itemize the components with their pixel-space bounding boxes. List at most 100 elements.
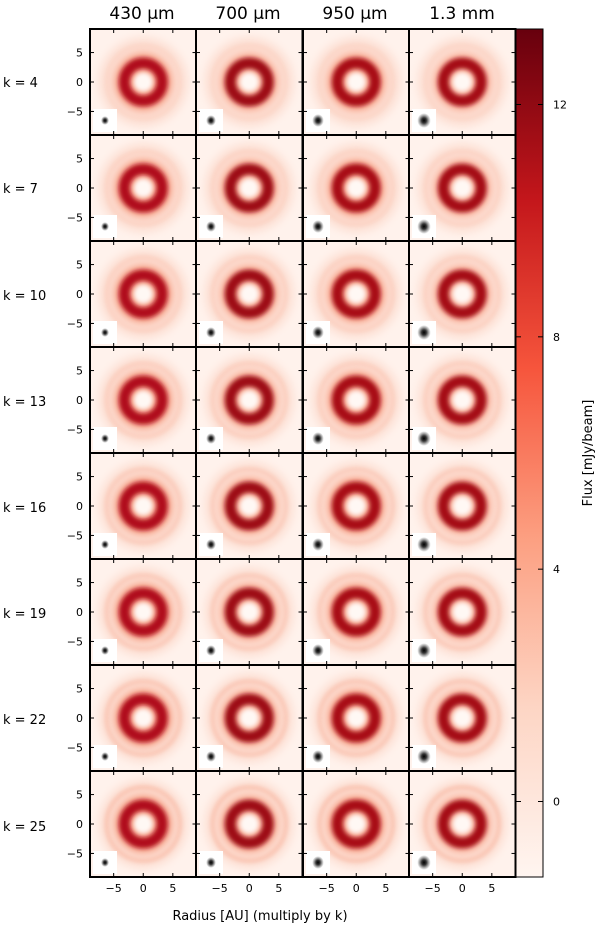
ring-center [452,708,472,728]
panel: 5 0 −5 [67,558,198,666]
beam [206,115,216,126]
ring [331,799,381,849]
y-tick-label: 5 [76,789,83,802]
panel: 5 0 −5 [67,240,198,348]
ring [224,269,274,319]
x-tick-label: −5 [425,882,441,895]
x-tick-label: 0 [353,882,360,895]
beam [101,434,109,443]
outer-ring [104,785,182,863]
ring [118,57,168,107]
ring [224,799,274,849]
ring-center [452,602,472,622]
column-title: 1.3 mm [429,4,495,24]
row-label: k = 25 [3,820,46,835]
y-tick-label: −5 [67,847,83,860]
ring [437,163,487,213]
outer-ring [210,43,288,121]
ring-center [346,390,366,410]
panel: 5 0 −5 −5 0 5 [67,770,198,895]
ring-center [346,496,366,516]
y-tick-label: 0 [76,712,83,725]
outer-ring [317,255,395,333]
ring [331,269,381,319]
column-titles: 430 μm 700 μm 950 μm 1.3 mm [109,4,494,24]
outer-ring [317,467,395,545]
beam [417,431,431,446]
row-label: k = 19 [3,607,46,622]
beam [206,751,216,762]
x-tick-label: −5 [212,882,228,895]
beam [312,750,324,763]
beam [417,113,431,128]
outer-ring [423,679,501,757]
panel [302,452,411,560]
ring [437,375,487,425]
outer-ring [423,467,501,545]
ring [118,481,168,531]
row-label: k = 13 [3,395,46,410]
outer-ring [423,255,501,333]
beam [206,433,216,444]
y-tick-label: 5 [76,471,83,484]
panel-grid: 50−550−550−550−550−550−550−550−5−5 0 5 −5 0 5… [67,28,517,895]
beam [312,644,324,657]
ring [118,163,168,213]
column-title: 430 μm [109,4,174,24]
beam [417,537,431,552]
ring [331,163,381,213]
row-label: k = 4 [3,76,38,91]
colorbar-gradient [515,28,544,878]
panel [302,240,411,348]
colorbar-label: Flux [mJy/beam] [581,400,596,507]
y-tick-label: −5 [67,105,83,118]
outer-ring [104,467,182,545]
ring [331,693,381,743]
ring-center [133,496,153,516]
panel [302,664,411,772]
beam [101,646,109,655]
beam [101,752,109,761]
ring-center [346,178,366,198]
column-title: 950 μm [322,4,387,24]
panel [195,134,304,242]
panel [408,346,517,454]
ring-center [346,602,366,622]
colorbar-tick-label: 12 [553,99,567,112]
beam [312,220,324,233]
ring [224,693,274,743]
panel [195,452,304,560]
y-tick-label: 5 [76,259,83,272]
outer-ring [317,785,395,863]
ring [437,269,487,319]
beam [101,858,109,867]
panel: −5 0 5 [302,770,411,895]
x-tick-label: 0 [140,882,147,895]
outer-ring [317,361,395,439]
ring-center [239,496,259,516]
ring-center [239,390,259,410]
panel: 5 0 −5 [67,346,198,454]
ring [437,693,487,743]
panel [302,28,411,136]
y-tick-label: −5 [67,423,83,436]
ring-center [452,814,472,834]
colorbar-ticks: 12 8 4 0 [516,99,567,808]
ring [118,269,168,319]
ring [118,587,168,637]
colorbar: 12 8 4 0 Flux [mJy/beam] [515,28,596,878]
outer-ring [317,573,395,651]
y-tick-label: 5 [76,577,83,590]
panel [408,452,517,560]
colorbar-tick-label: 0 [553,795,560,808]
ring-center [133,284,153,304]
ring [224,163,274,213]
panel: −5 0 5 [195,770,304,895]
y-tick-label: 5 [76,153,83,166]
panel [302,134,411,242]
ring-center [239,708,259,728]
colorbar-tick-label: 8 [553,331,560,344]
outer-ring [423,43,501,121]
x-tick-label: 0 [246,882,253,895]
